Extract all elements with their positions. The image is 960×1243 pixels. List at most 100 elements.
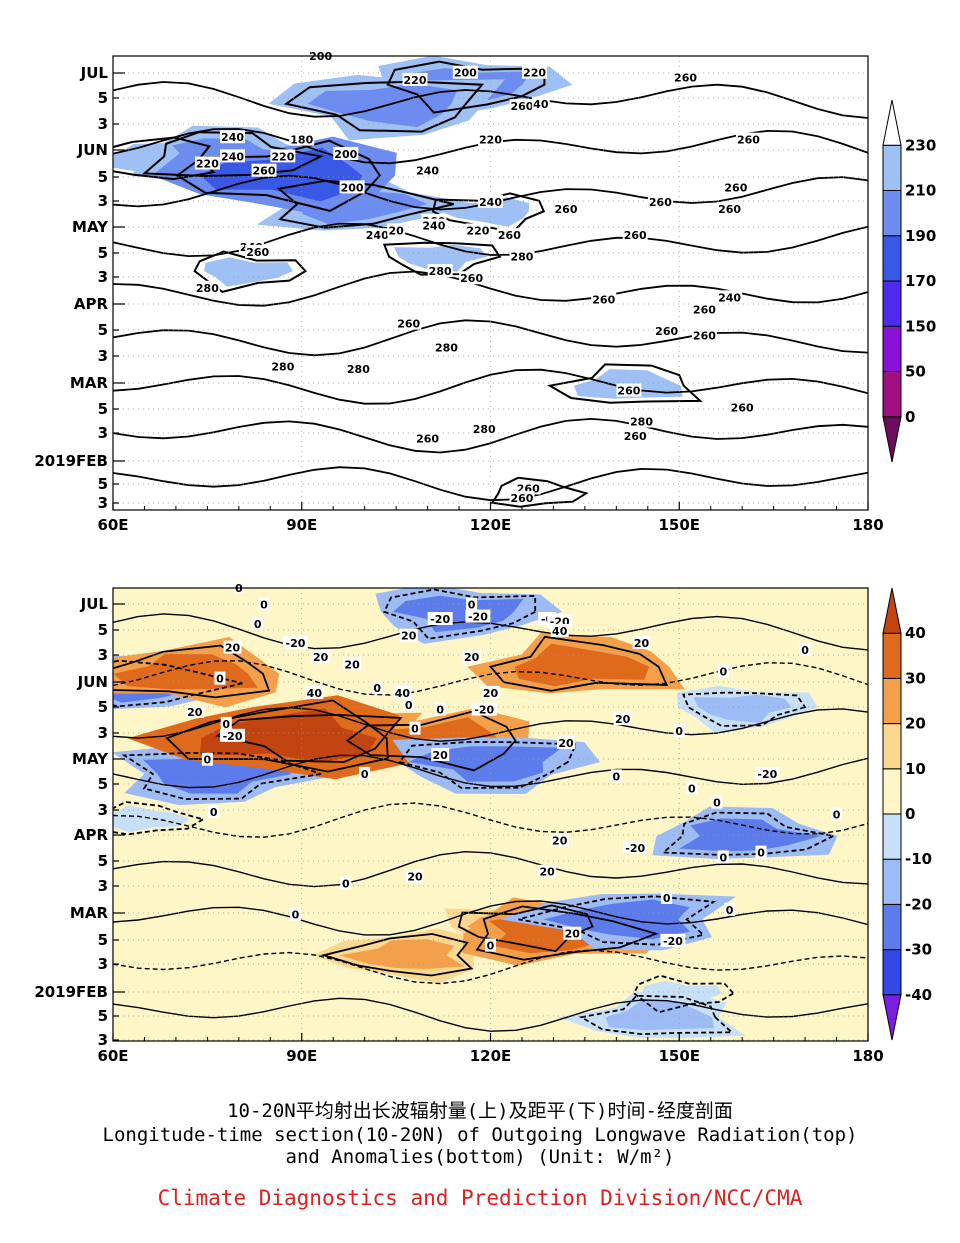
contour-label-bg <box>387 223 406 237</box>
contour-label-bg <box>717 664 729 678</box>
contour-label-bg <box>220 130 246 144</box>
contour-label-bg <box>194 280 220 294</box>
contour-label-bg <box>553 201 579 215</box>
contour-label: 0 <box>719 851 727 864</box>
shaded-region <box>543 899 690 940</box>
contour-label: 220 <box>479 134 502 147</box>
contour-label: 220 <box>466 224 489 237</box>
contour-label-bg <box>305 685 324 699</box>
contour-label-bg <box>557 735 575 749</box>
contour-label-bg <box>632 635 651 649</box>
contour-label-bg <box>622 428 648 442</box>
contour-label-bg <box>245 244 271 258</box>
contour-label-bg <box>686 781 698 795</box>
y-tick-label: 5 <box>98 775 108 793</box>
x-tick-label: 90E <box>286 1047 317 1065</box>
contour-label-bg <box>563 926 582 940</box>
contour-label-bg <box>201 752 213 766</box>
contour-label: 0 <box>487 940 495 953</box>
contour-label-bg <box>729 400 755 414</box>
contour-label: 40 <box>552 625 568 638</box>
contour-line <box>113 754 868 789</box>
contour-label-bg <box>371 681 383 695</box>
contour-label: 0 <box>675 725 683 738</box>
contour-label: 280 <box>473 423 496 436</box>
contour-label: 240 <box>221 150 244 163</box>
y-tick-label: 3 <box>98 646 108 664</box>
contour-label: 20 <box>565 928 581 941</box>
contour-label: 260 <box>510 492 533 505</box>
shaded-region <box>199 708 377 763</box>
contour-label: 0 <box>757 847 765 860</box>
contour-label-bg <box>289 907 301 921</box>
y-tick-label: 5 <box>98 475 108 493</box>
contour-label: 260 <box>592 294 615 307</box>
x-tick-label: 180 <box>852 516 883 534</box>
contour-label: 0 <box>405 699 413 712</box>
contour-label: 0 <box>204 754 212 767</box>
contour-label: 20 <box>634 637 650 650</box>
y-tick-label: 3 <box>98 192 108 210</box>
contour-label-bg <box>345 362 371 376</box>
contour-label: 0 <box>361 768 369 781</box>
y-tick-label: JUN <box>77 673 108 691</box>
contour-label: 0 <box>719 665 727 678</box>
colorbar-swatch <box>882 190 902 237</box>
contour-label: 0 <box>688 782 696 795</box>
contour-label: 260 <box>460 272 483 285</box>
contour-label: 0 <box>216 673 224 686</box>
contour-label: 0 <box>801 644 809 657</box>
contour-label-bg <box>616 383 642 397</box>
contour-line <box>113 660 868 696</box>
contour-label-bg <box>673 70 699 84</box>
contour-label: 0 <box>663 892 671 905</box>
contour-label: 260 <box>718 203 741 216</box>
contour-label-bg <box>289 132 315 146</box>
contour-label: 280 <box>196 282 219 295</box>
contour-label: 260 <box>655 325 678 338</box>
contour-line <box>383 588 537 640</box>
contour-label-bg <box>406 869 424 883</box>
y-tick-label: 5 <box>98 168 108 186</box>
contour-label-bg <box>509 99 535 113</box>
contour-label-bg <box>433 340 459 354</box>
contour-label-bg <box>723 180 749 194</box>
colorbar-swatch <box>882 632 902 679</box>
x-tick-label: 150E <box>658 1047 700 1065</box>
contour-label: 260 <box>693 330 716 343</box>
contour-label-bg <box>754 766 780 780</box>
contour-label: 260 <box>416 432 439 445</box>
y-tick-label: 5 <box>98 698 108 716</box>
contour-label-bg <box>252 616 264 630</box>
contour-line <box>283 80 485 133</box>
contour-line <box>398 741 578 789</box>
contour-line <box>113 850 868 888</box>
y-tick-label: 5 <box>98 1007 108 1025</box>
contour-label: 200 <box>454 67 477 80</box>
contour-label: 260 <box>246 246 269 259</box>
contour-line <box>113 900 868 936</box>
caption-english-line1: Longitude-time section(10-20N) of Outgoi… <box>102 1124 858 1146</box>
contour-line <box>345 710 517 772</box>
contour-label: 20 <box>225 642 241 655</box>
contour-line <box>113 466 868 502</box>
contour-line <box>113 659 243 708</box>
shaded-region <box>339 939 465 969</box>
colorbar-swatch <box>882 994 902 1041</box>
shaded-region <box>679 818 821 852</box>
contour-label-bg <box>359 766 371 780</box>
contour-label-bg <box>220 716 232 730</box>
contour-label: 240 <box>479 196 502 209</box>
caption-chinese: 10-20N平均射出长波辐射量(上)及距平(下)时间-经度剖面 <box>227 1100 733 1122</box>
shaded-region <box>514 643 650 687</box>
colorbar-label: 20 <box>905 715 926 733</box>
contour-label: 0 <box>713 797 721 810</box>
contour-label-bg <box>431 747 450 761</box>
contour-line <box>547 363 703 404</box>
contour-label-bg <box>735 132 761 146</box>
colorbar-label: 170 <box>905 272 936 290</box>
contour-line <box>113 706 868 742</box>
y-tick-label: 3 <box>98 1031 108 1049</box>
y-tick-label: JUL <box>80 595 109 613</box>
